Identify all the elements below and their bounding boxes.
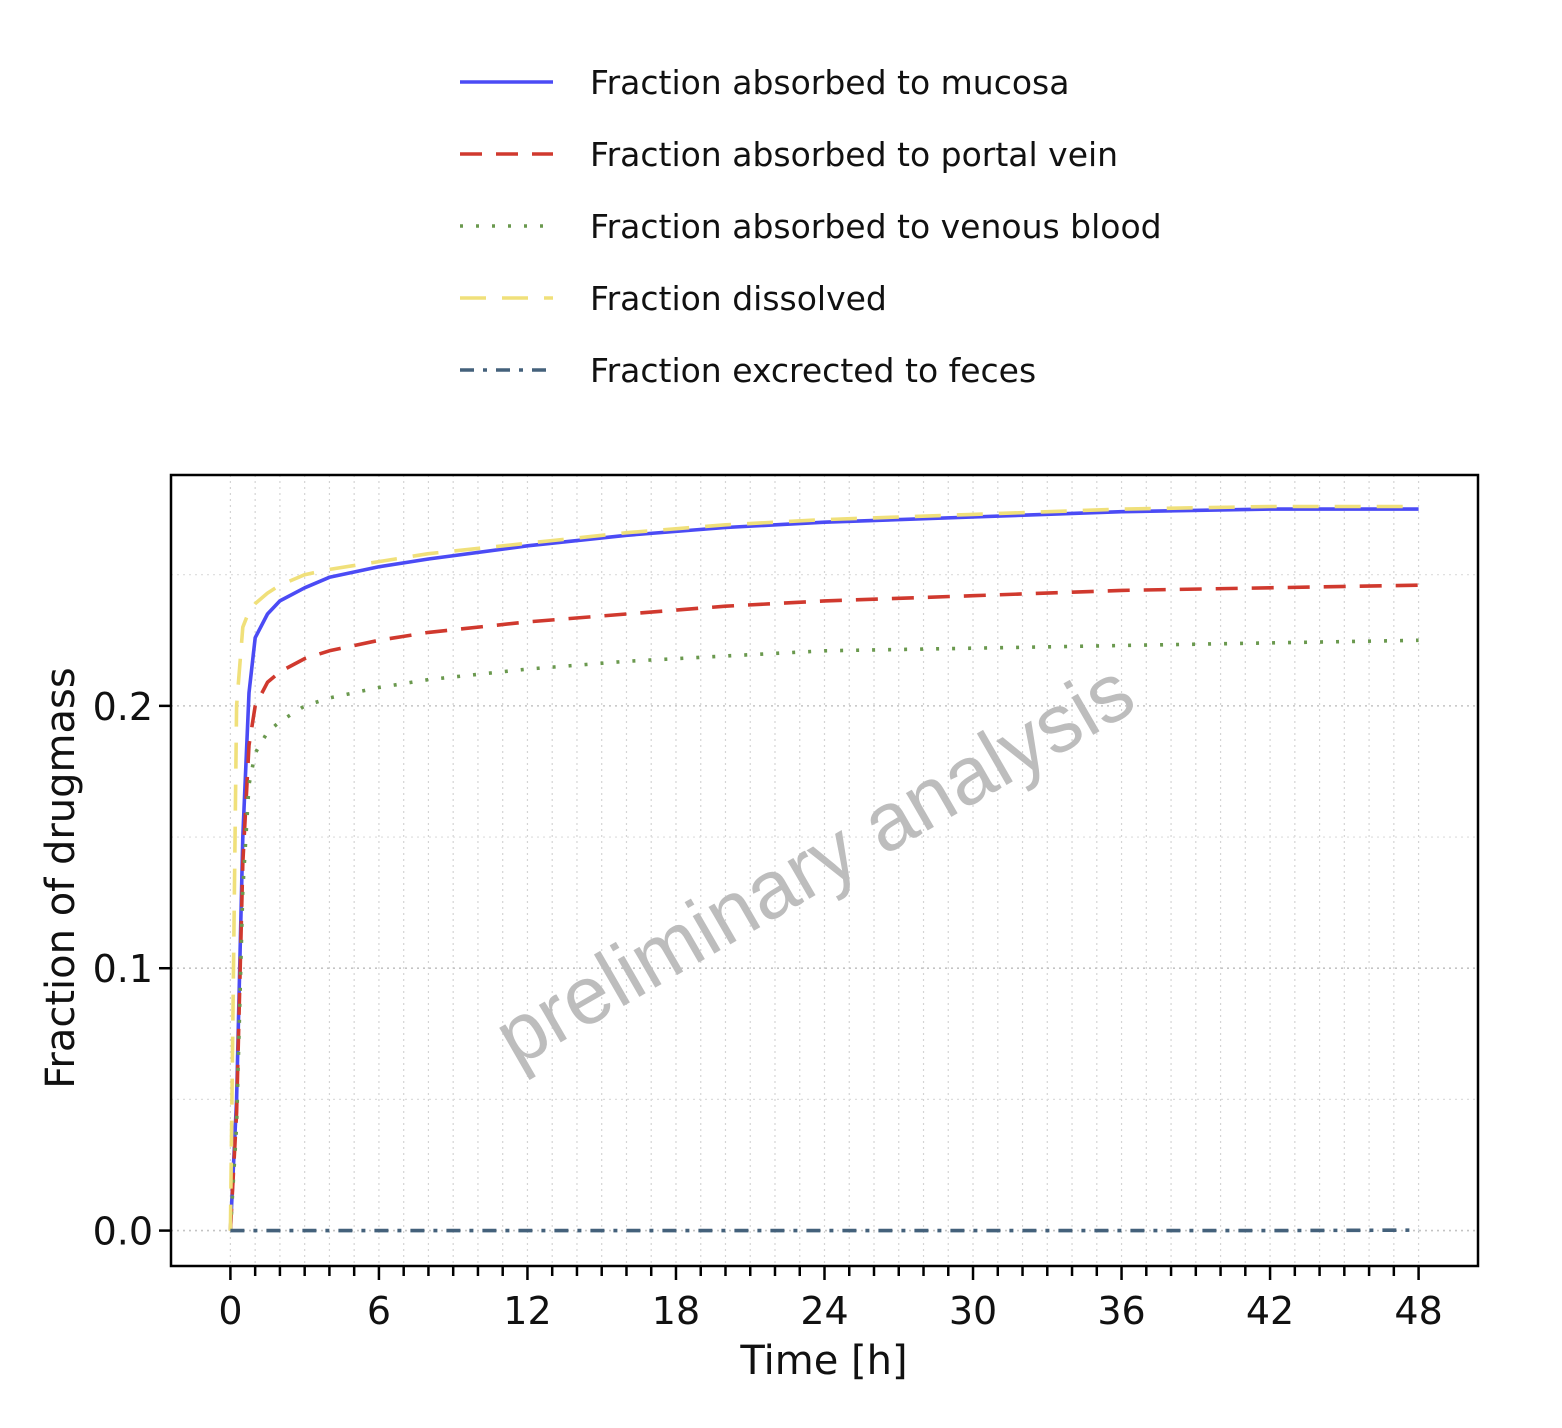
series-line-5	[230, 1228, 1419, 1233]
x-axis: 0 6 12 18 24 30 36 42 48	[218, 1266, 1443, 1333]
x-tick-label: 6	[367, 1289, 391, 1333]
legend-label-2: Fraction absorbed to portal vein	[590, 135, 1118, 174]
series-lines	[228, 504, 1419, 1233]
y-axis-title: Fraction of drugmass	[38, 667, 84, 1088]
y-tick-label: 0.0	[93, 1210, 153, 1254]
x-tick-label: 0	[218, 1289, 242, 1333]
legend-label-4: Fraction dissolved	[590, 279, 887, 318]
y-tick-label: 0.2	[93, 685, 153, 729]
x-axis-title: Time [h]	[739, 1338, 907, 1384]
series-line-3	[228, 638, 1419, 1231]
x-tick-label: 12	[503, 1289, 551, 1333]
grid	[171, 475, 1478, 1266]
legend-label-3: Fraction absorbed to venous blood	[590, 207, 1162, 246]
legend-label-5: Fraction excrected to feces	[590, 351, 1036, 390]
series-line-4	[228, 504, 1419, 1231]
x-tick-label: 18	[652, 1289, 700, 1333]
x-tick-label: 30	[949, 1289, 997, 1333]
x-tick-label: 24	[800, 1289, 848, 1333]
x-tick-label: 48	[1394, 1289, 1442, 1333]
y-tick-label: 0.1	[93, 947, 153, 991]
series-line-1	[228, 507, 1419, 1231]
y-axis: 0.0 0.1 0.2	[93, 685, 171, 1254]
legend-label-1: Fraction absorbed to mucosa	[590, 63, 1069, 102]
x-tick-label: 36	[1097, 1289, 1145, 1333]
x-tick-label: 42	[1246, 1289, 1294, 1333]
series-line-2	[228, 583, 1419, 1231]
legend: Fraction absorbed to mucosa Fraction abso…	[460, 63, 1162, 390]
watermark: preliminary analysis	[480, 645, 1149, 1084]
